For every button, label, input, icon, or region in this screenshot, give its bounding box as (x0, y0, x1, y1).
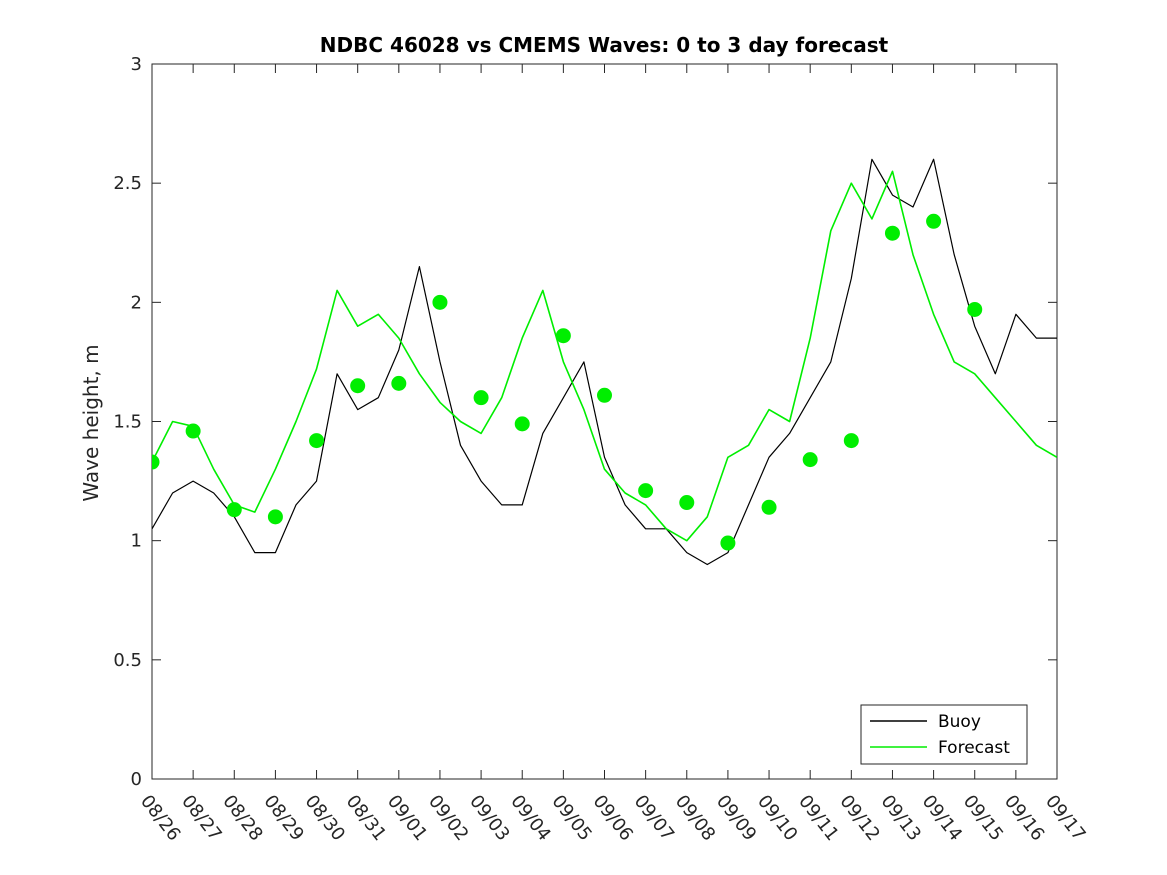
forecast-marker (679, 495, 695, 511)
forecast-marker (185, 423, 201, 439)
y-tick-label: 0 (131, 769, 142, 790)
forecast-marker (555, 328, 571, 344)
y-tick-label: 2.5 (113, 173, 142, 194)
plot-area: 00.511.522.5308/2608/2708/2808/2908/3008… (113, 54, 1089, 845)
legend-label-buoy: Buoy (938, 712, 981, 732)
forecast-marker (473, 390, 489, 406)
forecast-marker (884, 225, 900, 241)
forecast-marker (226, 502, 242, 518)
forecast-marker (720, 535, 736, 551)
forecast-marker (967, 301, 983, 317)
forecast-marker (761, 499, 777, 515)
y-tick-label: 3 (131, 54, 142, 75)
forecast-marker (597, 387, 612, 403)
y-tick-label: 1 (131, 531, 142, 552)
legend-box (860, 704, 1028, 765)
forecast-marker (638, 483, 654, 499)
y-axis-label: Wave height, m (79, 344, 103, 501)
chart-title: NDBC 46028 vs CMEMS Waves: 0 to 3 day fo… (320, 33, 889, 57)
y-tick-label: 2 (131, 292, 142, 313)
legend-label-forecast: Forecast (938, 738, 1010, 758)
forecast-marker (802, 452, 818, 468)
y-tick-label: 1.5 (113, 412, 142, 433)
forecast-marker (309, 433, 325, 449)
forecast-marker (391, 375, 407, 391)
axes-box (151, 63, 1058, 780)
buoy-line (152, 158, 1057, 566)
forecast-marker (926, 213, 942, 229)
forecast-marker (350, 378, 366, 394)
series-group (152, 158, 1057, 566)
forecast-marker (843, 433, 859, 449)
forecast-marker (514, 416, 530, 432)
forecast-marker (267, 509, 283, 525)
forecast-marker (432, 294, 448, 310)
y-tick-label: 0.5 (113, 650, 142, 671)
forecast-line (152, 170, 1057, 542)
forecast-marker (152, 454, 160, 470)
